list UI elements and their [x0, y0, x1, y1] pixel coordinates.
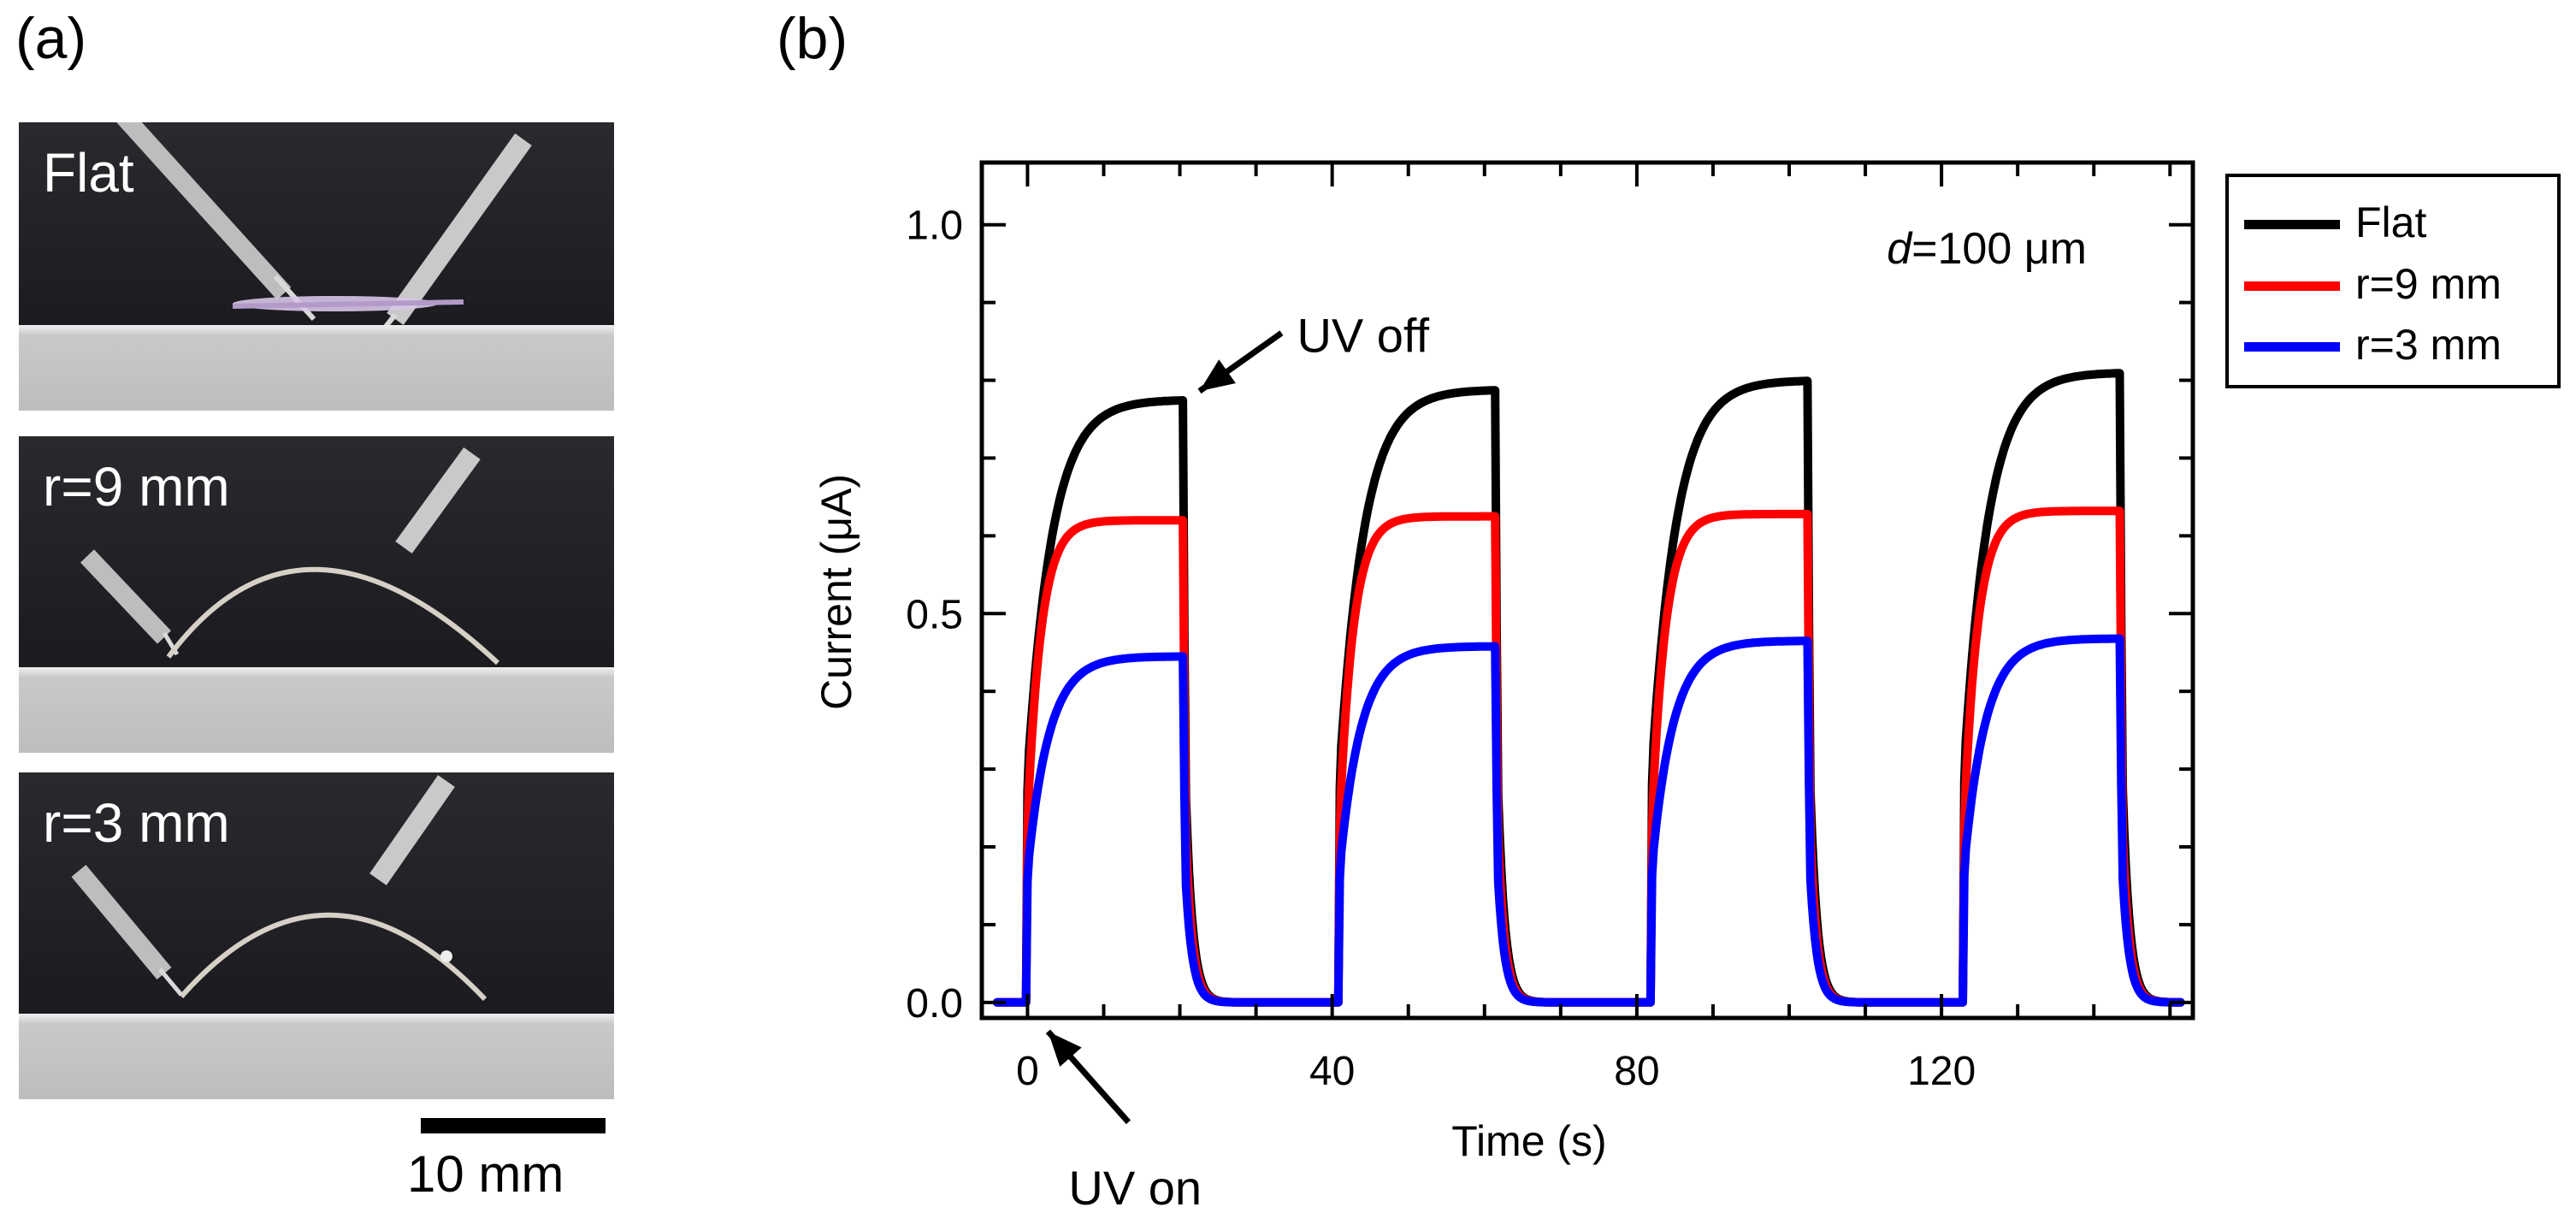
x-axis-label: Time (s) — [1451, 1117, 1606, 1165]
x-tick-label: 0 — [1016, 1049, 1039, 1094]
uv-off-label: UV off — [1297, 308, 1429, 362]
uv-on-arrow — [1045, 1029, 1131, 1125]
uv-off-arrow — [1197, 330, 1284, 394]
scale-bar-label: 10 mm — [407, 1145, 564, 1203]
thickness-value: =100 μm — [1911, 224, 2087, 274]
photo-caption-flat: Flat — [43, 142, 134, 204]
r9mm-drawing — [80, 447, 500, 666]
y-tick-label: 0.5 — [906, 592, 963, 637]
photo-r9mm: r=9 mm — [19, 436, 614, 753]
y-axis-label: Current (μA) — [812, 474, 860, 710]
legend: Flat r=9 mm r=3 mm — [2225, 174, 2561, 388]
legend-swatch-flat — [2244, 220, 2340, 229]
r3mm-stage — [19, 1014, 614, 1099]
series-line-r-9-mm — [992, 506, 2185, 1007]
thickness-symbol: d — [1887, 224, 1913, 274]
legend-swatch-r9mm — [2244, 281, 2340, 291]
plot-frame — [979, 160, 2195, 1021]
legend-label-r9mm: r=9 mm — [2355, 260, 2502, 308]
uv-on-label: UV on — [1068, 1161, 1202, 1213]
series-line-r-3-mm — [992, 634, 2185, 1007]
x-tick-label: 80 — [1614, 1049, 1659, 1094]
x-tick-label: 40 — [1309, 1049, 1355, 1094]
uv-off-arrow-head — [1199, 359, 1236, 392]
photo-flat: Flat — [19, 122, 614, 411]
r9mm-stage — [19, 667, 614, 753]
photo-caption-r3mm: r=3 mm — [43, 792, 230, 854]
uv-on-arrow-head — [1048, 1031, 1082, 1068]
thickness-annotation: d=100 μm — [1887, 224, 2087, 274]
photo-r3mm: r=3 mm — [19, 772, 614, 1099]
panel-b-label: (b) — [777, 6, 848, 71]
legend-label-flat: Flat — [2355, 198, 2427, 246]
legend-swatch-r3mm — [2244, 342, 2340, 352]
photo-caption-r9mm: r=9 mm — [43, 456, 230, 518]
panel-a-label: (a) — [15, 6, 87, 71]
y-tick-label: 1.0 — [906, 204, 963, 249]
series-line-flat — [992, 369, 2185, 1007]
x-tick-label: 120 — [1907, 1049, 1976, 1094]
y-tick-label: 0.0 — [906, 981, 963, 1027]
legend-label-r3mm: r=3 mm — [2355, 321, 2502, 369]
flat-stage — [19, 325, 614, 411]
flat-probes-drawing — [116, 122, 532, 338]
r3mm-drawing — [71, 775, 487, 1002]
scale-bar — [421, 1118, 606, 1133]
